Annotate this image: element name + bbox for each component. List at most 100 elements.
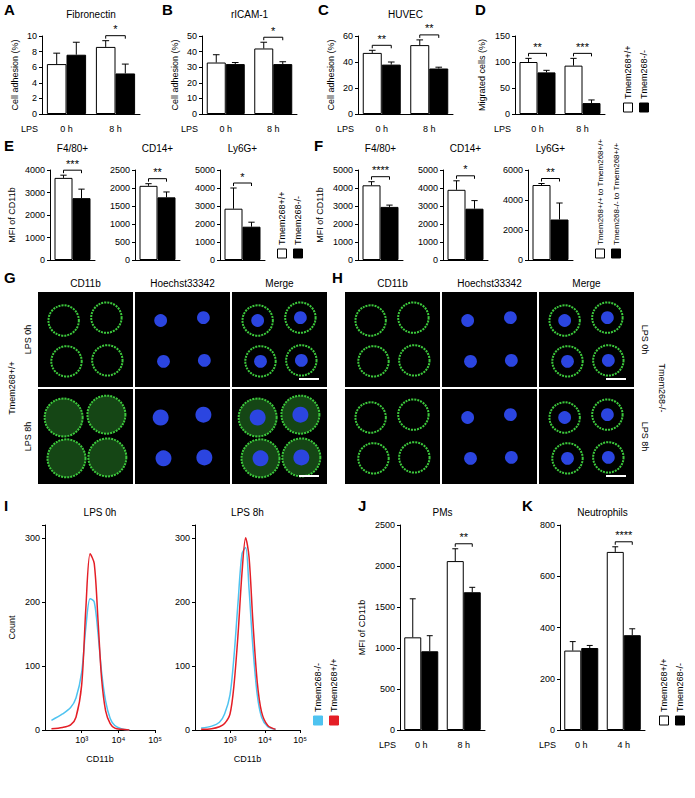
svg-text:***: *** — [576, 41, 590, 53]
svg-text:J: J — [358, 497, 366, 514]
svg-text:2000: 2000 — [333, 219, 353, 229]
svg-text:2000: 2000 — [375, 561, 395, 571]
svg-text:F4/80+: F4/80+ — [365, 143, 397, 154]
svg-text:Ly6G+: Ly6G+ — [228, 143, 258, 154]
svg-text:****: **** — [372, 164, 390, 176]
svg-text:10⁵: 10⁵ — [293, 735, 307, 745]
svg-text:LPS 0h: LPS 0h — [84, 507, 117, 518]
svg-text:3000: 3000 — [25, 188, 45, 198]
svg-text:0 h: 0 h — [60, 124, 73, 134]
svg-text:40: 40 — [187, 47, 197, 57]
svg-text:LPS: LPS — [181, 124, 198, 134]
svg-text:****: **** — [615, 529, 633, 541]
svg-text:Cell adhesion (%): Cell adhesion (%) — [326, 39, 336, 110]
svg-text:PMs: PMs — [433, 507, 453, 518]
svg-text:2500: 2500 — [375, 520, 395, 530]
svg-text:0 h: 0 h — [219, 124, 232, 134]
svg-text:20: 20 — [343, 83, 353, 93]
svg-text:Tmem268+/+: Tmem268+/+ — [277, 191, 287, 245]
svg-text:Tmem268+/+: Tmem268+/+ — [329, 658, 339, 712]
svg-text:2000: 2000 — [110, 183, 130, 193]
svg-text:3000: 3000 — [195, 201, 215, 211]
svg-text:**: ** — [153, 166, 162, 178]
svg-text:Tmem268-/-: Tmem268-/- — [639, 50, 649, 99]
svg-text:1000: 1000 — [25, 233, 45, 243]
svg-text:8 h: 8 h — [423, 124, 436, 134]
svg-text:CD11b: CD11b — [70, 278, 101, 289]
svg-text:4000: 4000 — [333, 183, 353, 193]
svg-text:1000: 1000 — [333, 237, 353, 247]
svg-text:LPS 8h: LPS 8h — [640, 422, 650, 452]
svg-text:CD14+: CD14+ — [450, 143, 482, 154]
svg-text:A: A — [4, 1, 15, 18]
svg-text:200: 200 — [25, 597, 40, 607]
svg-text:1000: 1000 — [418, 237, 438, 247]
svg-text:200: 200 — [540, 674, 555, 684]
svg-text:2000: 2000 — [418, 219, 438, 229]
svg-text:800: 800 — [540, 520, 555, 530]
svg-text:**: ** — [546, 166, 555, 178]
svg-text:100: 100 — [25, 661, 40, 671]
svg-text:3000: 3000 — [333, 201, 353, 211]
svg-text:30: 30 — [187, 62, 197, 72]
svg-text:0: 0 — [550, 725, 555, 735]
svg-text:0: 0 — [210, 255, 215, 265]
svg-text:300: 300 — [175, 533, 190, 543]
svg-text:*: * — [463, 163, 468, 175]
svg-text:Tmem268+/+: Tmem268+/+ — [7, 361, 17, 415]
svg-text:8 h: 8 h — [457, 740, 470, 750]
svg-text:MFI of CD11b: MFI of CD11b — [315, 187, 325, 242]
svg-text:1000: 1000 — [195, 237, 215, 247]
svg-text:B: B — [162, 1, 173, 18]
svg-text:Neutrophils: Neutrophils — [577, 507, 628, 518]
svg-text:1000: 1000 — [375, 643, 395, 653]
svg-text:8 h: 8 h — [576, 124, 589, 134]
svg-text:4: 4 — [32, 78, 37, 88]
svg-text:Merge: Merge — [265, 278, 294, 289]
svg-text:10: 10 — [187, 93, 197, 103]
svg-text:1500: 1500 — [375, 602, 395, 612]
svg-text:2: 2 — [32, 93, 37, 103]
svg-text:2000: 2000 — [195, 219, 215, 229]
svg-text:0: 0 — [32, 109, 37, 119]
svg-text:0 h: 0 h — [415, 740, 428, 750]
svg-text:5000: 5000 — [418, 165, 438, 175]
svg-text:50: 50 — [500, 83, 510, 93]
svg-text:300: 300 — [25, 533, 40, 543]
svg-text:F4/80+: F4/80+ — [57, 143, 89, 154]
svg-text:100: 100 — [495, 57, 510, 67]
svg-text:0: 0 — [40, 255, 45, 265]
svg-text:LPS 8h: LPS 8h — [231, 507, 264, 518]
svg-text:1000: 1000 — [110, 219, 130, 229]
svg-text:50: 50 — [187, 31, 197, 41]
svg-text:CD14+: CD14+ — [142, 143, 174, 154]
svg-text:0: 0 — [348, 255, 353, 265]
svg-text:LPS: LPS — [379, 740, 396, 750]
svg-text:CD11b: CD11b — [377, 278, 408, 289]
svg-text:0: 0 — [518, 255, 523, 265]
svg-text:0: 0 — [348, 109, 353, 119]
svg-text:LPS 0h: LPS 0h — [640, 325, 650, 355]
svg-text:Migrated cells (%): Migrated cells (%) — [477, 39, 487, 111]
svg-text:Hoechst33342: Hoechst33342 — [457, 278, 522, 289]
svg-text:60: 60 — [343, 31, 353, 41]
svg-text:Fibronectin: Fibronectin — [66, 9, 115, 20]
svg-text:2500: 2500 — [110, 165, 130, 175]
svg-text:4 h: 4 h — [617, 740, 630, 750]
svg-text:40: 40 — [343, 57, 353, 67]
svg-text:500: 500 — [380, 684, 395, 694]
svg-text:4000: 4000 — [418, 183, 438, 193]
svg-text:**: ** — [459, 531, 468, 543]
svg-text:Tmem268+/+ to Tmem268+/+: Tmem268+/+ to Tmem268+/+ — [596, 139, 605, 245]
svg-text:LPS: LPS — [494, 124, 511, 134]
svg-text:K: K — [522, 497, 533, 514]
svg-text:LPS: LPS — [337, 124, 354, 134]
svg-text:I: I — [4, 497, 8, 514]
svg-text:0: 0 — [125, 255, 130, 265]
svg-text:F: F — [314, 137, 323, 154]
svg-text:10⁴: 10⁴ — [258, 735, 272, 745]
svg-text:Tmem268-/-: Tmem268-/- — [675, 663, 685, 712]
svg-text:C: C — [318, 1, 329, 18]
svg-text:10³: 10³ — [75, 735, 88, 745]
svg-text:rICAM-1: rICAM-1 — [231, 9, 269, 20]
